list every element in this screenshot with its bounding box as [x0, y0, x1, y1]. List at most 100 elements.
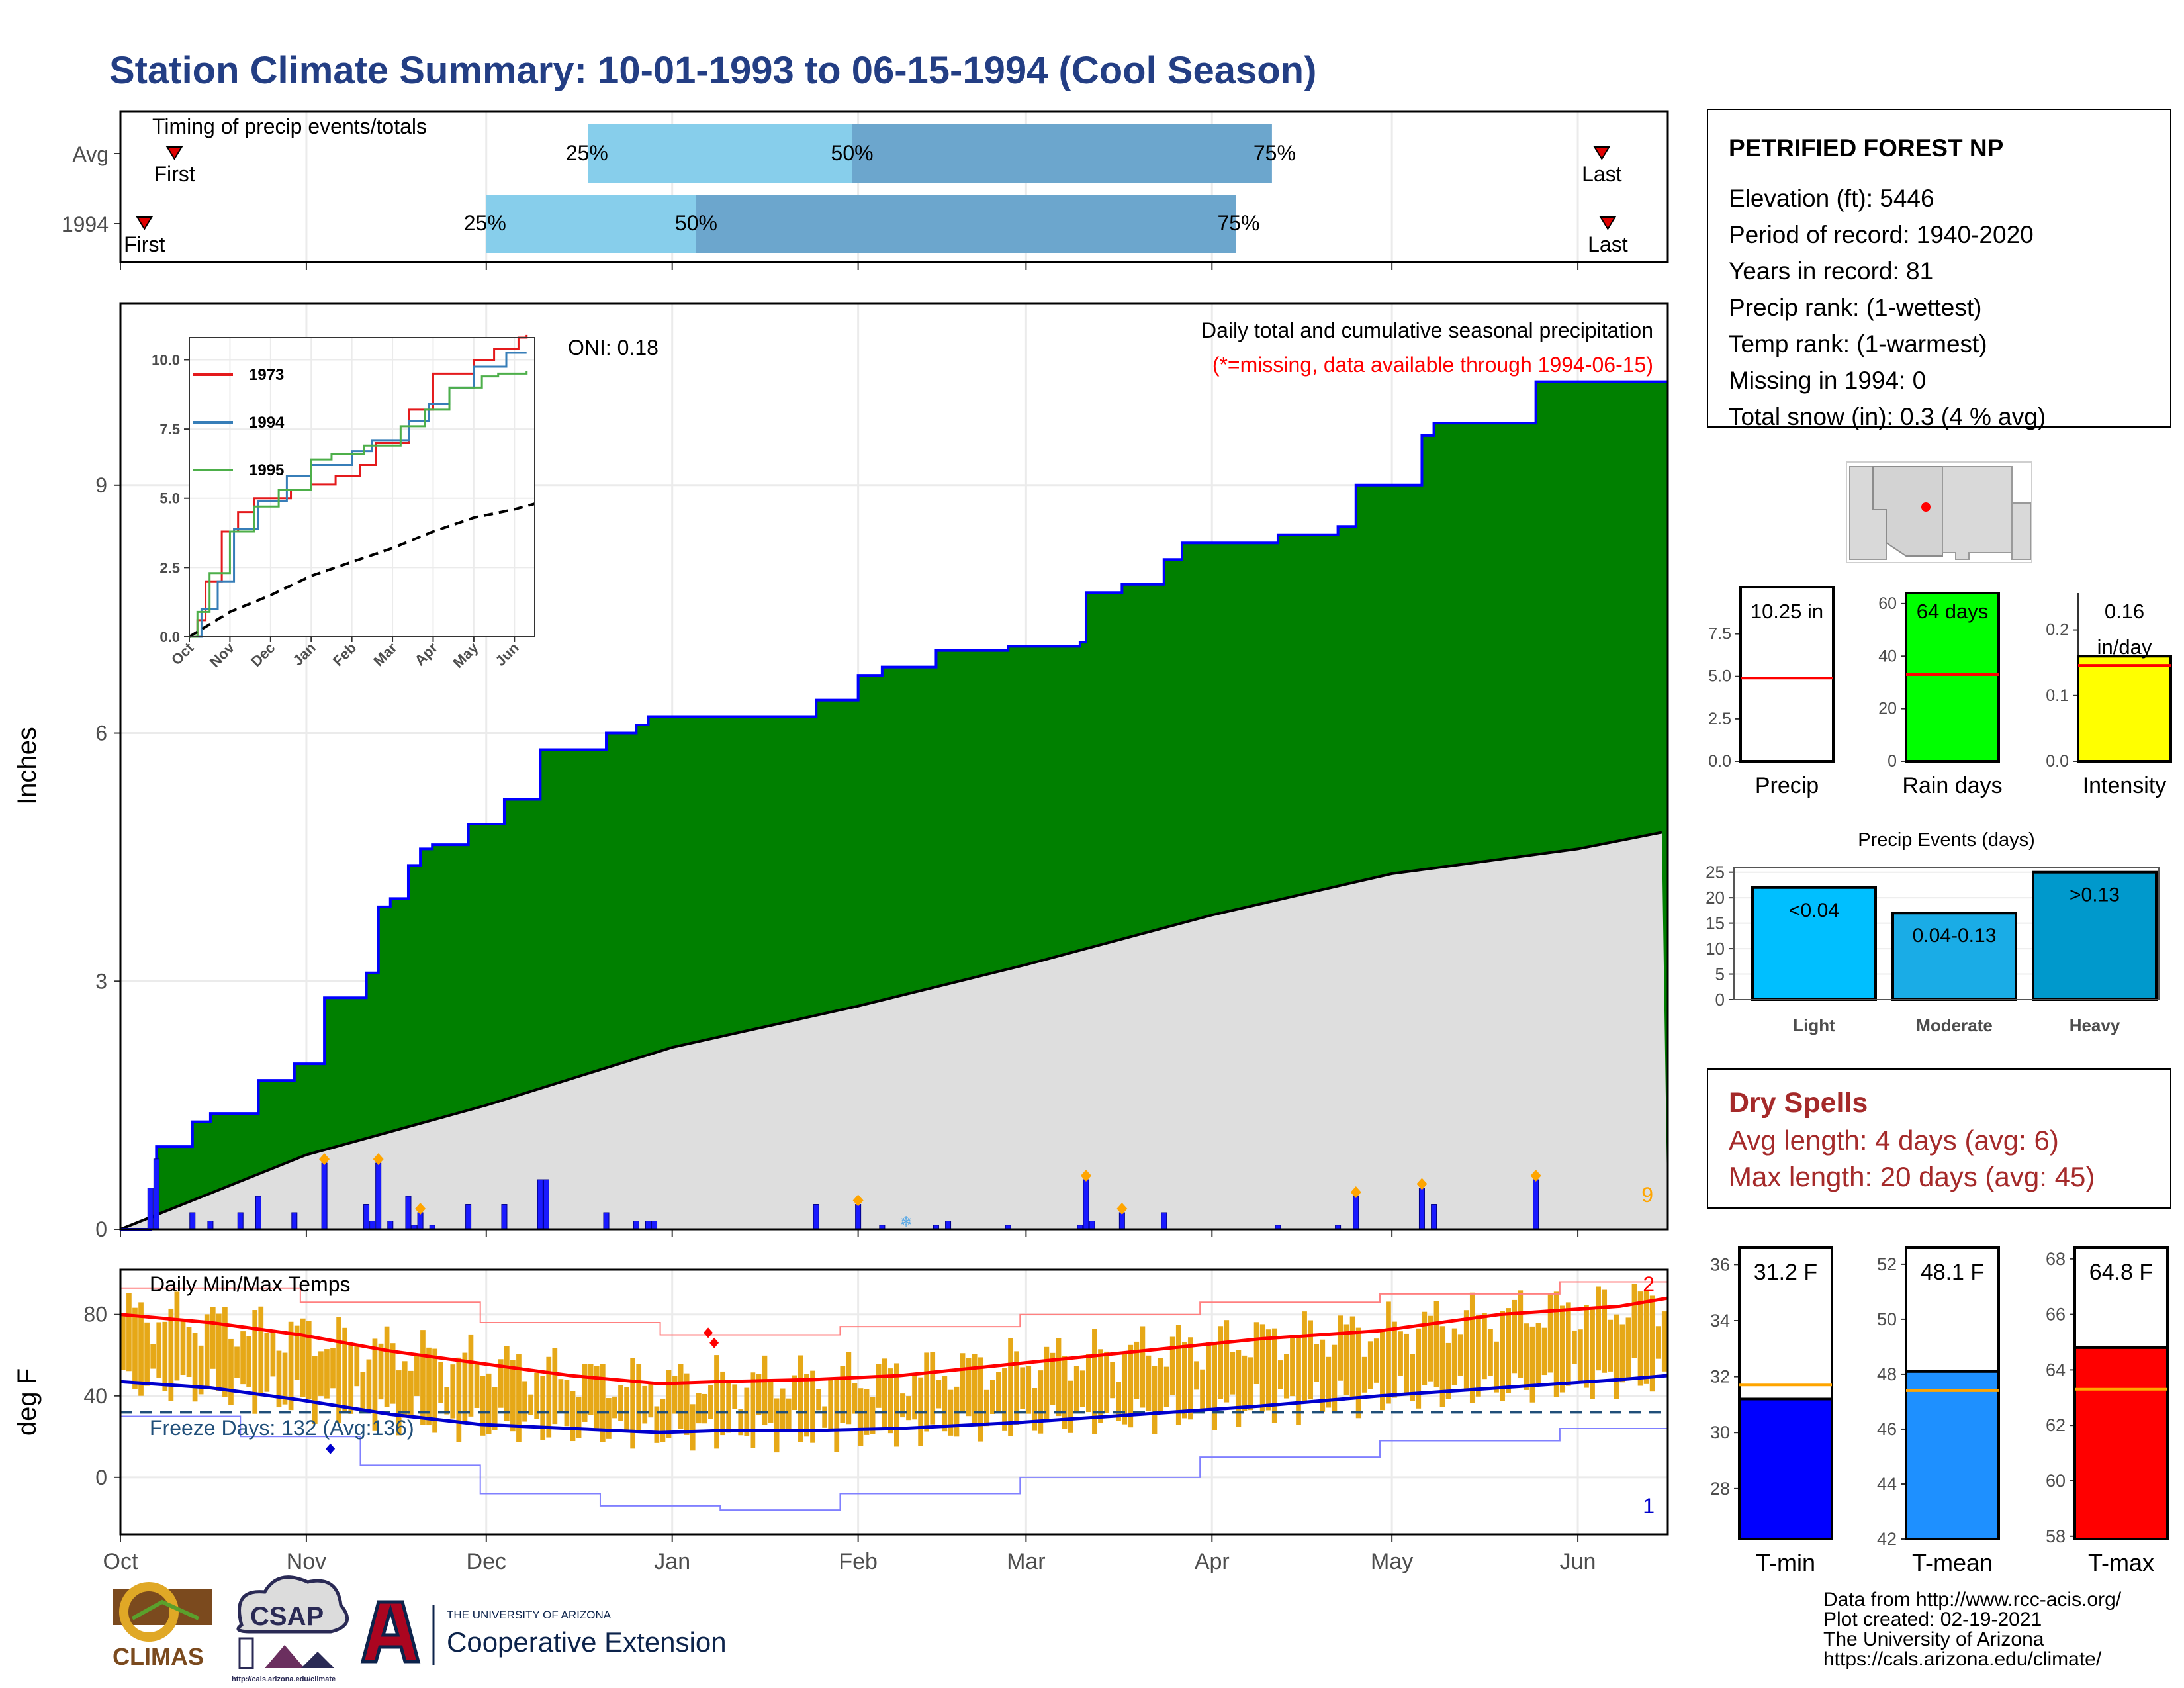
temp-y-tick-label: 0: [95, 1466, 107, 1489]
summary-value-label: 10.25 in: [1751, 600, 1823, 623]
station-location-marker: [1921, 502, 1931, 512]
daily-precip-bar: [855, 1204, 862, 1230]
month-tick-label: Feb: [839, 1549, 878, 1574]
precip-y-axis-label: Inches: [13, 727, 42, 805]
daily-precip-bar: [465, 1204, 472, 1230]
daily-temp-bar: [1158, 1358, 1163, 1411]
month-tick-label: Apr: [1195, 1549, 1230, 1574]
daily-temp-bar: [612, 1396, 617, 1419]
daily-temp-bar: [1398, 1331, 1403, 1376]
daily-temp-bar: [1445, 1342, 1451, 1399]
daily-temp-bar: [1482, 1313, 1487, 1380]
daily-temp-bar: [750, 1372, 756, 1448]
daily-temp-bar: [1572, 1330, 1577, 1364]
daily-temp-bar: [348, 1342, 354, 1414]
daily-temp-bar: [1188, 1337, 1193, 1420]
daily-temp-bar: [480, 1376, 486, 1436]
daily-temp-bar: [360, 1372, 366, 1413]
temp-summary-panels: 28 30 32 34 36 31.2 F T-min 42 44 46 48 50 52 48.1 F T…: [1710, 1246, 2169, 1576]
dry-spells-box: Dry Spells Avg length: 4 days (avg: 6) M…: [1707, 1068, 2171, 1209]
inset-y-tick-label: 7.5: [159, 421, 180, 438]
daily-temp-bar: [1524, 1323, 1529, 1390]
daily-temp-bar: [1134, 1341, 1140, 1399]
daily-temp-bar: [228, 1338, 234, 1405]
daily-precip-bar: [813, 1204, 819, 1230]
daily-precip-bar: [369, 1221, 376, 1230]
daily-precip-bar: [645, 1221, 651, 1230]
station-temp-rank: Temp rank: (1-warmest): [1729, 330, 1987, 357]
daily-temp-bar: [948, 1389, 954, 1436]
daily-temp-bar: [642, 1385, 648, 1424]
daily-temp-bar: [426, 1347, 432, 1426]
daily-temp-bar: [1349, 1316, 1355, 1399]
daily-temp-bar: [1578, 1329, 1583, 1382]
daily-temp-bar: [1236, 1350, 1242, 1427]
events-bar-label: >0.13: [2070, 884, 2120, 906]
daily-temp-bar: [312, 1356, 318, 1424]
daily-temp-bar: [648, 1383, 654, 1418]
timing-p75-label: 75%: [1253, 141, 1296, 165]
daily-temp-bar: [1367, 1341, 1373, 1389]
inset-legend-label: 1994: [249, 414, 285, 432]
daily-temp-bar: [822, 1406, 827, 1428]
timing-row-label: Avg: [72, 142, 109, 166]
summary-value-label: 0.16: [2105, 600, 2144, 623]
daily-temp-bar: [288, 1321, 294, 1411]
cumulative-precip-line: [120, 380, 1668, 1231]
record-low-line: [120, 1415, 1668, 1511]
record-low-marker: [326, 1443, 336, 1454]
timing-bar-50-75: [696, 195, 1236, 253]
daily-temp-bar: [720, 1371, 725, 1436]
daily-temp-bar: [1194, 1361, 1199, 1390]
daily-temp-bar: [1661, 1311, 1667, 1372]
daily-temp-bar: [282, 1352, 288, 1405]
record-high-line: [120, 1278, 1668, 1336]
daily-temp-bar: [834, 1377, 840, 1452]
daily-temp-bar: [1500, 1311, 1505, 1401]
daily-temp-bar: [1602, 1289, 1608, 1373]
daily-temp-bar: [1596, 1286, 1601, 1371]
daily-temp-bar: [1608, 1319, 1614, 1372]
daily-temp-bar: [966, 1358, 972, 1417]
dry-spells-avg: Avg length: 4 days (avg: 6): [1729, 1125, 2059, 1156]
daily-precip-bar: [387, 1221, 394, 1230]
summary-y-tick-label: 0: [1888, 752, 1897, 771]
daily-temp-bar: [198, 1345, 204, 1395]
timing-title: Timing of precip events/totals: [152, 115, 427, 138]
daily-temp-bar: [264, 1333, 270, 1392]
station-period: Period of record: 1940-2020: [1729, 221, 2034, 248]
daily-temp-bar: [960, 1353, 966, 1412]
summary-y-tick-label: 40: [1878, 647, 1897, 665]
daily-temp-bar: [1206, 1342, 1211, 1411]
map-new-mexico: [1942, 466, 2013, 560]
daily-temp-bar: [1032, 1387, 1038, 1431]
daily-precip-bar: [1533, 1179, 1539, 1230]
daily-temp-bar: [1085, 1354, 1091, 1413]
temp-title: Daily Min/Max Temps: [150, 1272, 350, 1296]
temp-frame: [119, 1268, 1669, 1536]
daily-temp-bar: [1553, 1291, 1559, 1397]
daily-temp-bar: [936, 1380, 942, 1409]
daily-temp-bar: [492, 1387, 498, 1430]
daily-temp-bar: [1355, 1327, 1361, 1419]
daily-temp-bar: [1110, 1362, 1115, 1399]
daily-temp-bar: [1494, 1341, 1499, 1393]
record-high-marker: [704, 1327, 713, 1338]
daily-temp-bar: [774, 1398, 780, 1453]
daily-temp-bar: [989, 1380, 995, 1414]
summary-y-tick-label: 7.5: [1708, 625, 1731, 643]
daily-temp-bar: [1535, 1323, 1541, 1383]
daily-temp-bar: [1433, 1301, 1439, 1387]
summary-bar-precip: [1739, 586, 1835, 763]
daily-temp-bar: [768, 1379, 774, 1423]
daily-temp-bar: [887, 1368, 893, 1434]
temp-y-tick-label: 80: [83, 1303, 107, 1327]
temp-corner-top: 2: [1643, 1272, 1655, 1296]
summary-bar-intensity: [2077, 655, 2172, 763]
timing-p25-label: 25%: [464, 211, 506, 235]
daily-temp-bar: [846, 1352, 852, 1425]
daily-temp-bar: [1410, 1354, 1416, 1401]
daily-temp-bar: [252, 1310, 258, 1414]
daily-temp-bar: [1050, 1352, 1056, 1405]
temp-summary-y-tick-label: 36: [1710, 1254, 1730, 1274]
